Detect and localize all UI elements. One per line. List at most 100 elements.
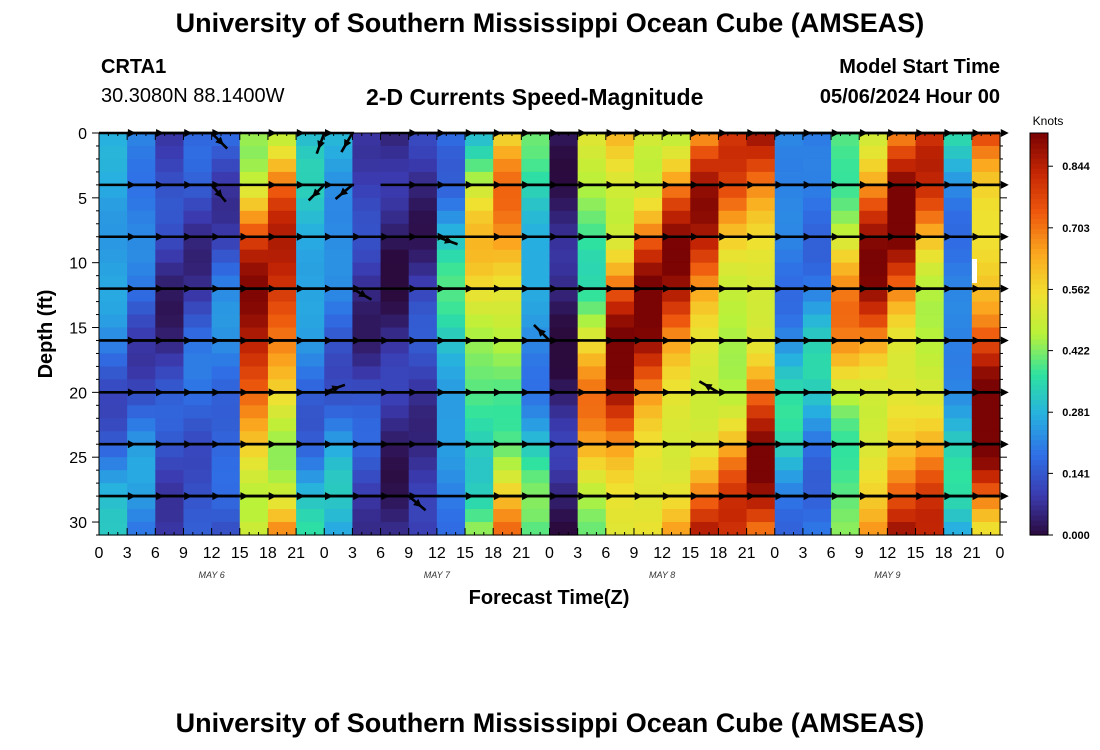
- heat-cell: [971, 405, 1001, 419]
- heat-cell: [267, 496, 297, 510]
- heat-cell: [943, 379, 973, 393]
- heat-cell: [352, 353, 382, 368]
- heat-cell: [352, 171, 382, 186]
- heat-cell: [521, 366, 551, 380]
- heat-cell: [408, 223, 438, 238]
- heat-cell: [802, 470, 832, 484]
- heat-cell: [352, 223, 382, 238]
- heat-cell: [408, 133, 438, 147]
- heat-cell: [718, 301, 748, 316]
- heat-cell: [605, 301, 635, 316]
- heat-cell: [633, 431, 663, 445]
- heat-cell: [521, 223, 551, 238]
- heat-cell: [802, 262, 832, 277]
- heat-cell: [915, 418, 945, 432]
- heat-cell: [521, 301, 551, 316]
- heat-cell: [296, 405, 325, 419]
- heat-cell: [774, 184, 804, 199]
- colorbar-swatch: [1030, 213, 1048, 220]
- heat-cell: [971, 327, 1001, 342]
- heat-cell: [859, 470, 888, 484]
- colorbar-swatch: [1030, 133, 1048, 139]
- heat-cell: [971, 379, 1001, 393]
- colorbar-tick-label: 0.000: [1062, 530, 1090, 542]
- heat-cell: [211, 223, 241, 238]
- colorbar-swatch: [1030, 519, 1048, 526]
- heat-cell: [605, 470, 635, 484]
- heat-cell: [155, 145, 185, 160]
- heat-cell: [633, 171, 663, 186]
- heat-cell: [465, 522, 494, 536]
- heat-cell: [831, 353, 860, 368]
- heat-cell: [746, 470, 776, 484]
- colorbar-swatch: [1030, 233, 1048, 240]
- heat-cell: [718, 522, 748, 536]
- heat-cell: [127, 223, 156, 238]
- heat-cell: [465, 353, 494, 368]
- heat-cell: [183, 418, 213, 432]
- heat-cell: [605, 418, 635, 432]
- heat-cell: [436, 496, 466, 510]
- heat-cell: [465, 301, 494, 316]
- heat-cell: [408, 327, 438, 342]
- heat-cell: [324, 262, 354, 277]
- heat-cell: [493, 509, 522, 523]
- heat-cell: [802, 379, 832, 393]
- heat-cell: [690, 431, 720, 445]
- heat-cell: [774, 314, 804, 329]
- heat-cell: [493, 223, 522, 238]
- heat-cell: [915, 405, 945, 419]
- heat-cell: [802, 288, 832, 303]
- heat-cell: [633, 392, 663, 406]
- heat-cell: [943, 509, 973, 523]
- heat-cell: [465, 392, 494, 406]
- heat-cell: [802, 158, 832, 173]
- heat-cell: [155, 392, 185, 406]
- heat-cell: [465, 236, 494, 251]
- heat-cell: [380, 483, 410, 497]
- heat-cell: [971, 470, 1001, 484]
- heat-cell: [802, 184, 832, 199]
- heat-cell: [690, 418, 720, 432]
- heat-cell: [718, 249, 748, 264]
- heat-cell: [690, 288, 720, 303]
- colorbar-swatch: [1030, 243, 1048, 250]
- heat-cell: [127, 275, 156, 290]
- heat-cell: [155, 236, 185, 251]
- heat-cell: [831, 470, 860, 484]
- colorbar-swatch: [1030, 208, 1048, 214]
- heat-cell: [211, 496, 241, 510]
- heat-cell: [690, 158, 720, 173]
- heat-cell: [746, 496, 776, 510]
- heat-cell: [633, 210, 663, 225]
- heat-cell: [943, 184, 973, 199]
- colorbar-swatch: [1030, 158, 1048, 164]
- heat-cell: [239, 366, 269, 380]
- heat-cell: [662, 262, 691, 277]
- heat-cell: [155, 210, 185, 225]
- heat-cell: [577, 392, 607, 406]
- heat-cell: [239, 236, 269, 251]
- heat-cell: [831, 145, 860, 160]
- colorbar-swatch: [1030, 143, 1048, 149]
- heat-cell: [549, 262, 579, 277]
- colorbar-swatch: [1030, 464, 1048, 471]
- heat-cell: [183, 223, 213, 238]
- heat-cell: [408, 236, 438, 251]
- heat-cell: [436, 249, 466, 264]
- heat-cell: [943, 145, 973, 160]
- heat-cell: [662, 197, 691, 212]
- heat-cell: [633, 249, 663, 264]
- colorbar-swatch: [1030, 318, 1048, 325]
- colorbar-swatch: [1030, 328, 1048, 335]
- x-tick-label: 21: [287, 545, 305, 562]
- heat-cell: [99, 379, 128, 393]
- heat-cell: [859, 483, 888, 497]
- heat-cell: [521, 444, 551, 458]
- heat-cell: [605, 275, 635, 290]
- y-axis: 0 5 10 15 20 25 30: [69, 126, 1007, 536]
- heat-cell: [662, 210, 691, 225]
- heat-cell: [915, 509, 945, 523]
- heat-cell: [746, 145, 776, 160]
- heat-cell: [605, 522, 635, 536]
